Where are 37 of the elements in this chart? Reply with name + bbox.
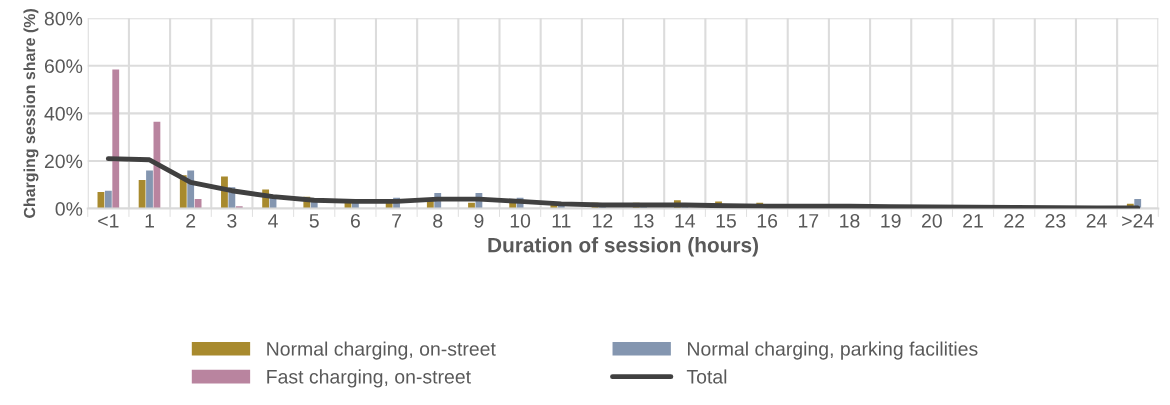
x-tick-label: 10 — [510, 213, 531, 228]
x-tick-label: 16 — [757, 213, 778, 228]
x-tick-label: 19 — [881, 213, 901, 228]
x-axis-title: Duration of session (hours) — [488, 237, 758, 257]
x-tick-label: 23 — [1045, 213, 1066, 228]
x-tick-label: 5 — [309, 214, 319, 228]
x-tick-label: 18 — [840, 213, 860, 228]
x-tick-label: 13 — [634, 213, 654, 228]
x-tick-label: 8 — [433, 213, 443, 228]
x-tick-label: 20 — [922, 213, 942, 228]
x-tick-label: 7 — [392, 214, 401, 228]
x-tick-label: 12 — [593, 213, 613, 228]
legend-label: Normal charging, parking facilities — [688, 341, 978, 360]
x-tick-label: 9 — [474, 213, 484, 228]
x-tick-label: 22 — [1004, 213, 1025, 228]
legend-label: Fast charging, on-street — [267, 369, 471, 388]
legend-label: Normal charging, on-street — [267, 341, 496, 360]
y-tick-label: 40% — [44, 106, 83, 121]
y-tick-label: 20% — [44, 154, 83, 169]
x-tick-label: 1 — [145, 214, 154, 228]
x-tick-label: 6 — [350, 213, 360, 228]
x-tick-label: 14 — [675, 214, 696, 228]
x-tick-label: <1 — [98, 214, 119, 228]
x-tick-label: 2 — [186, 213, 196, 228]
x-tick-label: 15 — [716, 214, 736, 228]
x-tick-label: 24 — [1086, 213, 1107, 228]
x-tick-label: 3 — [227, 213, 237, 228]
x-tick-label: 11 — [552, 214, 571, 228]
x-tick-label: >24 — [1122, 213, 1154, 228]
x-tick-label: 4 — [268, 214, 278, 228]
y-tick-label: 80% — [44, 11, 83, 26]
y-axis-title: Charging session share (%) — [23, 9, 39, 218]
x-tick-label: 21 — [963, 213, 983, 228]
x-tick-label: 17 — [798, 214, 819, 228]
legend-label: Total — [686, 369, 727, 384]
y-tick-label: 0% — [55, 202, 83, 216]
y-tick-label: 60% — [44, 59, 83, 74]
